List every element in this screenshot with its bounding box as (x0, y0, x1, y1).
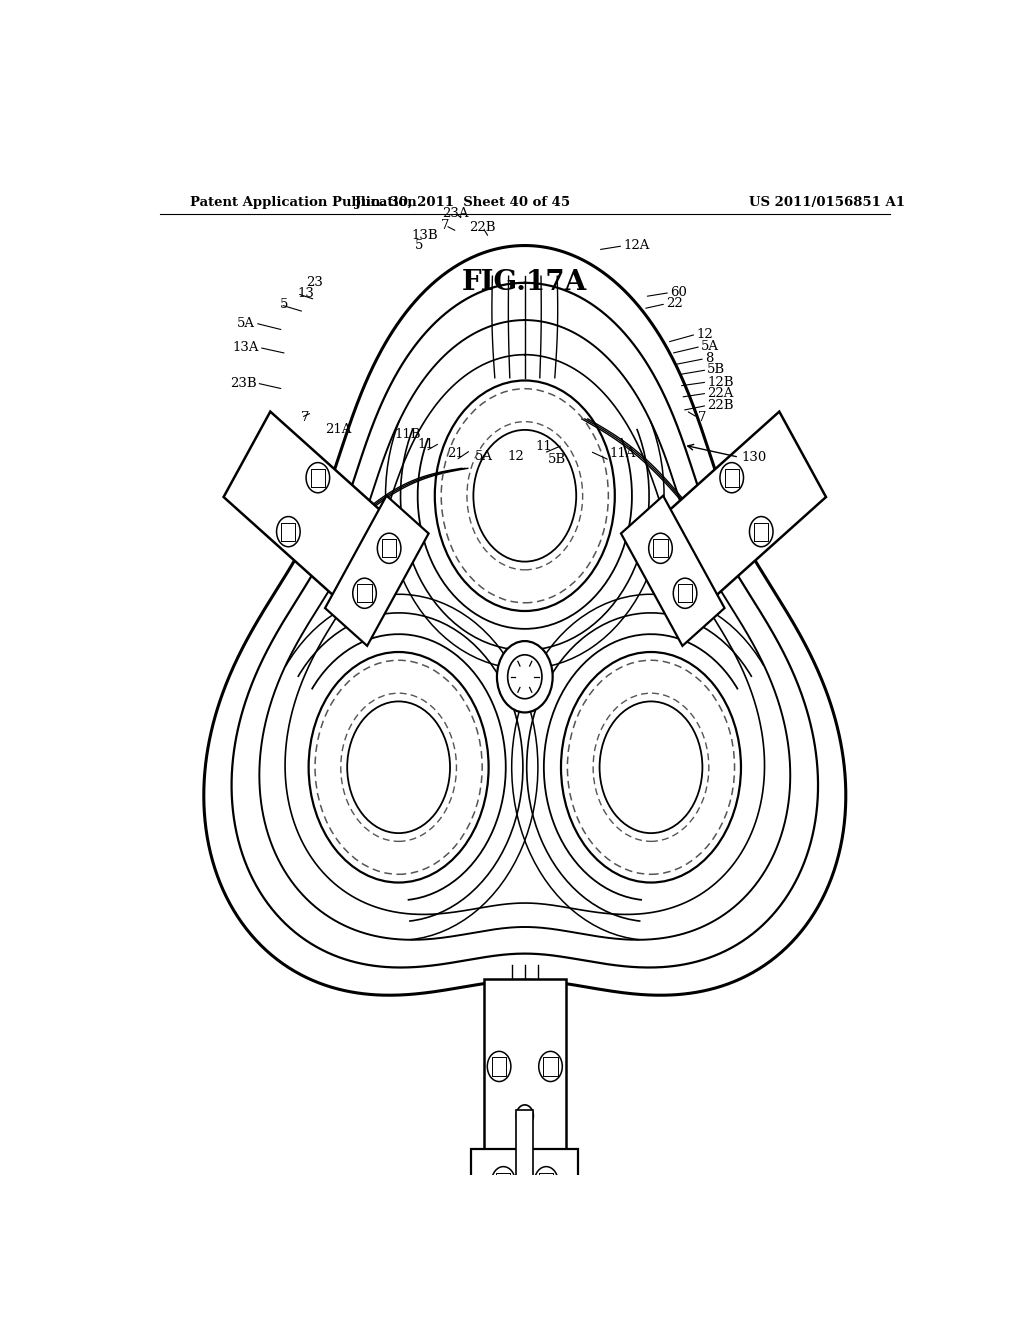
Text: Jun. 30, 2011  Sheet 40 of 45: Jun. 30, 2011 Sheet 40 of 45 (355, 195, 570, 209)
Text: FIG.17A: FIG.17A (462, 269, 588, 296)
Text: 12A: 12A (624, 239, 649, 252)
Circle shape (539, 1051, 562, 1081)
Polygon shape (285, 355, 765, 915)
Text: 11: 11 (417, 438, 434, 451)
Polygon shape (667, 412, 826, 598)
Text: 5A: 5A (701, 341, 719, 352)
Text: 23: 23 (306, 276, 324, 289)
Text: 21A: 21A (325, 424, 351, 437)
Text: 11B: 11B (395, 428, 422, 441)
Text: 12: 12 (508, 450, 524, 463)
Circle shape (435, 380, 614, 611)
Polygon shape (231, 282, 818, 968)
Text: 22: 22 (666, 297, 683, 310)
Text: 22B: 22B (469, 220, 496, 234)
Polygon shape (621, 496, 725, 645)
Polygon shape (325, 496, 429, 645)
Circle shape (308, 652, 488, 883)
Circle shape (508, 655, 542, 698)
Circle shape (561, 652, 741, 883)
Text: 5A: 5A (237, 317, 255, 330)
Text: 11: 11 (536, 440, 552, 453)
Circle shape (347, 701, 450, 833)
Text: 23A: 23A (442, 207, 469, 220)
Text: 8: 8 (705, 352, 714, 366)
Text: 7: 7 (697, 411, 707, 424)
Polygon shape (484, 978, 565, 1154)
Text: 5B: 5B (708, 363, 725, 376)
Text: 13A: 13A (232, 341, 259, 354)
Text: 13B: 13B (412, 230, 438, 242)
Circle shape (648, 533, 673, 564)
Circle shape (276, 516, 300, 546)
Text: 11A: 11A (609, 447, 636, 461)
Text: 7: 7 (301, 411, 309, 424)
Text: 12: 12 (696, 327, 713, 341)
Text: 5A: 5A (475, 450, 494, 463)
Text: 130: 130 (741, 450, 767, 463)
Text: 5: 5 (415, 239, 424, 252)
Text: 12B: 12B (708, 375, 734, 388)
Polygon shape (223, 412, 383, 598)
Circle shape (473, 430, 577, 561)
Circle shape (377, 533, 401, 564)
Text: Patent Application Publication: Patent Application Publication (189, 195, 417, 209)
Text: US 2011/0156851 A1: US 2011/0156851 A1 (749, 195, 904, 209)
Polygon shape (471, 1148, 579, 1214)
Circle shape (516, 1105, 534, 1127)
Circle shape (306, 462, 330, 492)
Text: 22B: 22B (708, 399, 734, 412)
Circle shape (487, 1051, 511, 1081)
Text: 21: 21 (447, 447, 464, 461)
Circle shape (673, 578, 697, 609)
Text: 23B: 23B (230, 376, 257, 389)
Circle shape (600, 701, 702, 833)
Circle shape (352, 578, 377, 609)
Text: 22A: 22A (708, 387, 734, 400)
Circle shape (492, 1167, 515, 1197)
Circle shape (535, 1167, 558, 1197)
Circle shape (750, 516, 773, 546)
Polygon shape (204, 246, 846, 995)
Text: 7: 7 (441, 219, 450, 232)
Text: 13: 13 (297, 286, 314, 300)
Circle shape (720, 462, 743, 492)
Text: 5: 5 (281, 298, 289, 312)
Polygon shape (259, 319, 791, 940)
Text: 60: 60 (670, 286, 687, 300)
Polygon shape (516, 1110, 534, 1176)
Text: 5B: 5B (548, 453, 566, 466)
Circle shape (497, 642, 553, 713)
